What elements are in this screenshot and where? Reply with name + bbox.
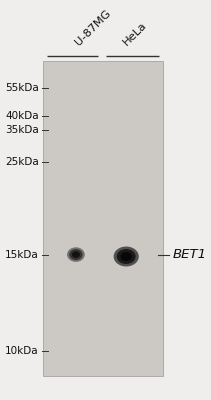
Ellipse shape [117,249,136,264]
Text: HeLa: HeLa [122,20,149,47]
Ellipse shape [67,247,85,262]
Text: 35kDa: 35kDa [5,125,39,135]
Ellipse shape [69,249,83,260]
Text: BET1: BET1 [173,248,207,261]
Ellipse shape [72,251,80,258]
Text: 10kDa: 10kDa [5,346,39,356]
Text: U-87MG: U-87MG [73,8,112,47]
Ellipse shape [114,246,139,266]
Text: 40kDa: 40kDa [5,111,39,121]
Text: 25kDa: 25kDa [5,158,39,168]
Text: 55kDa: 55kDa [5,83,39,93]
Ellipse shape [120,252,132,261]
Text: 15kDa: 15kDa [5,250,39,260]
Bar [43,61,162,376]
